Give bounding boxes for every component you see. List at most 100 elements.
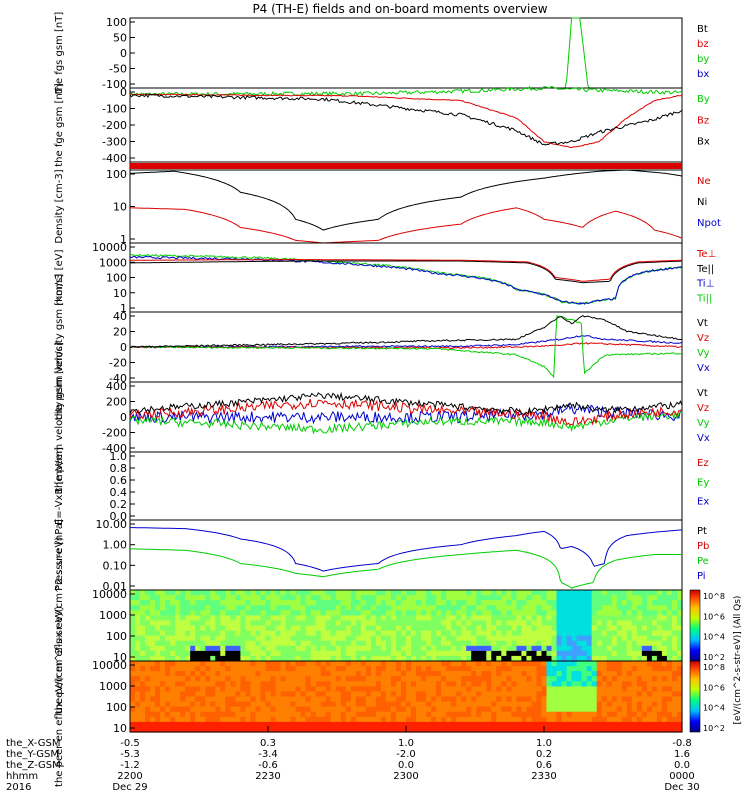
spectrogram-cell: [656, 640, 663, 647]
spectrogram-cell: [140, 640, 146, 647]
spectrogram-cell: [541, 696, 548, 703]
spectrogram-cell: [481, 671, 487, 677]
spectrogram-cell: [581, 635, 588, 642]
spectrogram-cell: [165, 650, 171, 657]
spectrogram-cell: [390, 701, 397, 708]
spectrogram-cell: [365, 721, 372, 728]
spectrogram-cell: [651, 711, 658, 718]
spectrogram-cell: [626, 620, 633, 627]
spectrogram-cell: [140, 681, 146, 687]
spectrogram-cell: [170, 650, 176, 657]
spectrogram-cell: [677, 610, 683, 616]
spectrogram-cell: [270, 696, 277, 703]
spectrogram-cell: [396, 726, 402, 733]
spectrogram-cell: [205, 706, 211, 713]
spectrogram-cell: [330, 615, 337, 622]
spectrogram-cell: [471, 691, 477, 698]
spectrogram-cell: [360, 630, 367, 637]
spectrogram-cell: [586, 605, 593, 611]
spectrogram-cell: [150, 726, 156, 733]
spectrogram-cell: [586, 711, 593, 718]
spectrogram-cell: [446, 701, 452, 708]
spectrogram-cell: [240, 676, 246, 682]
spectrogram-cell: [461, 681, 467, 687]
spectrogram-cell: [295, 615, 302, 622]
spectrogram-cell: [666, 635, 673, 642]
spectrogram-cell: [200, 726, 206, 733]
series-Vt: [129, 315, 682, 348]
spectrogram-cell: [375, 716, 382, 723]
spectrogram-cell: [320, 701, 327, 708]
x-tick-value: 2230: [255, 771, 280, 782]
spectrogram-cell: [355, 620, 362, 627]
spectrogram-cell: [536, 615, 543, 622]
spectrogram-cell: [436, 655, 442, 662]
spectrogram-cell: [566, 676, 573, 682]
spectrogram-cell: [260, 666, 267, 672]
spectrogram-cell: [406, 721, 412, 728]
spectrogram-cell: [240, 595, 246, 601]
spectrogram-cell: [631, 716, 638, 723]
spectrogram-cell: [325, 590, 332, 596]
spectrogram-cell: [421, 615, 427, 622]
spectrogram-cell: [375, 640, 382, 647]
spectrogram-cell: [235, 711, 241, 718]
spectrogram-cell: [416, 691, 422, 698]
spectrogram-cell: [140, 650, 146, 657]
spectrogram-cell: [255, 686, 262, 693]
panel-frame: [129, 451, 683, 521]
spectrogram-cell: [315, 645, 322, 652]
spectrogram-cell: [340, 661, 347, 667]
spectrogram-cell: [240, 686, 246, 693]
spectrogram-cell: [390, 640, 397, 647]
spectrogram-cell: [411, 706, 417, 713]
spectrogram-cell: [501, 696, 507, 703]
spectrogram-cell: [461, 701, 467, 708]
spectrogram-cell: [340, 640, 347, 647]
spectrogram-cell: [175, 661, 181, 667]
spectrogram-cell: [280, 640, 287, 647]
spectrogram-cell: [170, 625, 176, 632]
spectrogram-cell: [571, 676, 578, 682]
spectrogram-cell: [466, 640, 472, 647]
spectrogram-cell: [290, 726, 297, 733]
spectrogram-cell: [451, 610, 457, 616]
spectrogram-cell: [641, 640, 648, 647]
legend-By: By: [697, 94, 710, 105]
spectrogram-cell: [606, 701, 613, 708]
spectrogram-cell: [370, 706, 377, 713]
spectrogram-cell: [656, 721, 663, 728]
spectrogram-cell: [516, 706, 522, 713]
spectrogram-cell: [350, 711, 357, 718]
spectrogram-cell: [285, 615, 292, 622]
spectrogram-cell: [335, 595, 342, 601]
spectrogram-cell: [240, 620, 246, 627]
spectrogram-cell: [385, 640, 392, 647]
spectrogram-cell: [140, 661, 146, 667]
spectrogram-cell: [210, 620, 216, 627]
spectrogram-cell: [275, 696, 282, 703]
spectrogram-cell: [416, 655, 422, 662]
spectrogram-cell: [656, 691, 663, 698]
spectrogram-cell: [360, 686, 367, 693]
spectrogram-cell: [335, 661, 342, 667]
spectrogram-cell: [401, 711, 407, 718]
spectrogram-cell: [536, 681, 543, 687]
spectrogram-cell: [325, 655, 332, 662]
spectrogram-cell: [360, 635, 367, 642]
spectrogram-cell: [631, 650, 638, 657]
spectrogram-cell: [411, 615, 417, 622]
spectrogram-cell: [245, 686, 251, 693]
spectrogram-cell: [255, 726, 262, 733]
y-tick-label: 10: [113, 201, 127, 214]
spectrogram-cell: [135, 721, 141, 728]
spectrogram-cell: [431, 666, 437, 672]
spectrogram-cell: [506, 681, 512, 687]
spectrogram-cell: [606, 721, 613, 728]
spectrogram-cell: [641, 721, 648, 728]
spectrogram-cell: [481, 620, 487, 627]
spectrogram-cell: [170, 696, 176, 703]
spectrogram-cell: [290, 681, 297, 687]
spectrogram-cell: [165, 661, 171, 667]
spectrogram-cell: [355, 590, 362, 596]
